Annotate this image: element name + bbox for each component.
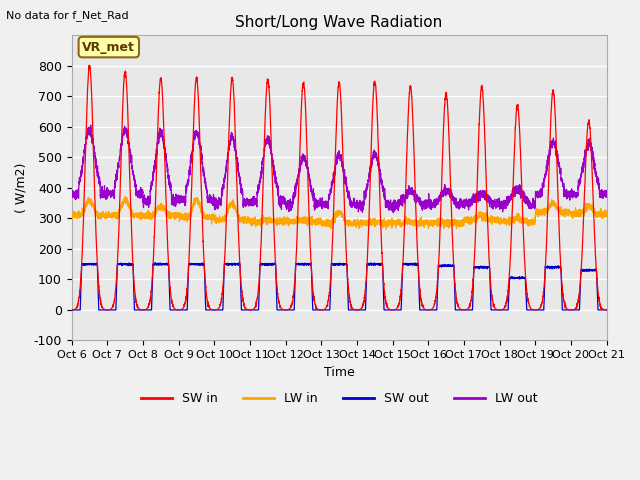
Text: VR_met: VR_met bbox=[83, 41, 135, 54]
Title: Short/Long Wave Radiation: Short/Long Wave Radiation bbox=[236, 15, 443, 30]
Legend: SW in, LW in, SW out, LW out: SW in, LW in, SW out, LW out bbox=[136, 387, 543, 410]
X-axis label: Time: Time bbox=[324, 366, 355, 379]
Y-axis label: ( W/m2): ( W/m2) bbox=[15, 163, 28, 213]
Text: No data for f_Net_Rad: No data for f_Net_Rad bbox=[6, 10, 129, 21]
